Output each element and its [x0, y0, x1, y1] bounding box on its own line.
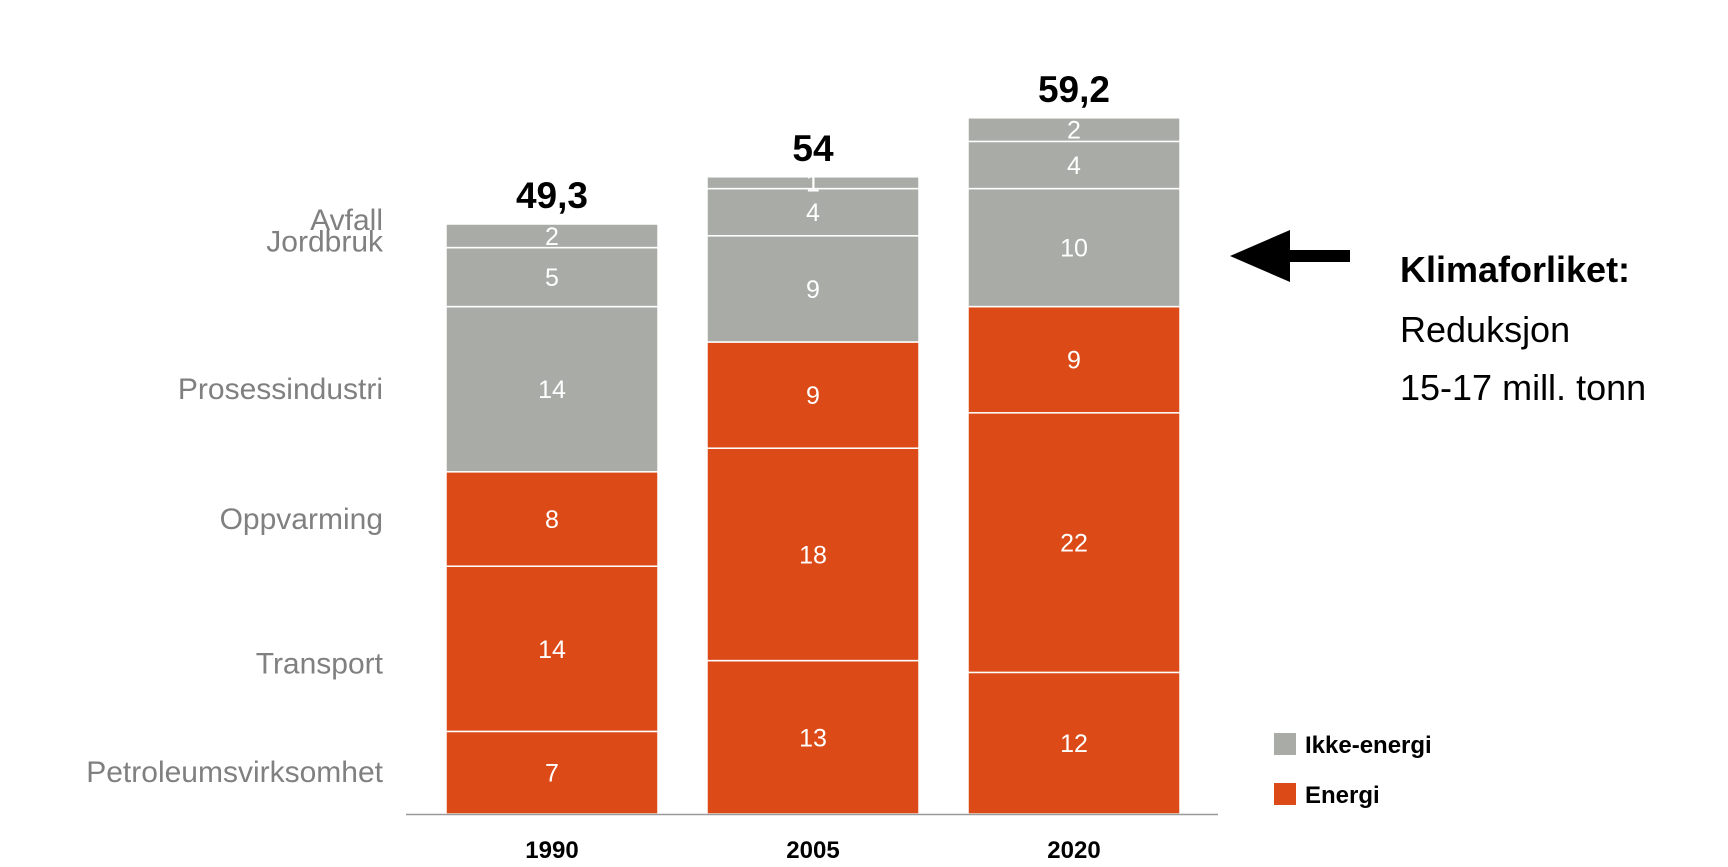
totals-group: 49,3 54 59,2 — [516, 69, 1110, 216]
segment-label-avfall-1990: 2 — [545, 223, 559, 251]
category-label-prosessindustri: Prosessindustri — [178, 373, 383, 406]
bar-segment-avfall-1990 — [445, 223, 659, 249]
segment-label-prosessindustri-2005: 9 — [806, 276, 820, 304]
segment-label-avfall-2005: 1 — [806, 170, 820, 198]
total-label-2005: 54 — [792, 128, 834, 169]
bar-segment-petroleumsvirksomhet-2020 — [967, 671, 1181, 815]
bar-segment-transport-2005 — [706, 447, 920, 662]
category-label-petroleumsvirksomhet: Petroleumsvirksomhet — [86, 756, 383, 789]
segment-label-petroleumsvirksomhet-2005: 13 — [799, 724, 827, 752]
segment-label-oppvarming-2005: 9 — [806, 382, 820, 410]
segment-label-oppvarming-2020: 9 — [1067, 347, 1081, 375]
bar-segment-oppvarming-2020 — [967, 305, 1181, 414]
segment-label-avfall-2020: 2 — [1067, 117, 1081, 145]
segment-label-transport-2020: 22 — [1060, 530, 1088, 558]
category-label-transport: Transport — [256, 647, 384, 680]
bar-segment-prosessindustri-2005 — [706, 235, 920, 343]
bar-segment-transport-1990 — [445, 565, 659, 733]
legend-swatch-energi — [1274, 783, 1296, 805]
segment-label-jordbruk-2020: 4 — [1067, 152, 1081, 180]
annotation-line-2: 15-17 mill. tonn — [1400, 367, 1646, 408]
bar-segment-prosessindustri-1990 — [445, 305, 659, 473]
category-label-avfall: Avfall — [310, 204, 383, 237]
legend-swatch-ikke-energi — [1274, 733, 1296, 755]
segment-label-transport-1990: 14 — [538, 636, 566, 664]
segment-label-jordbruk-2005: 4 — [806, 199, 820, 227]
segment-label-jordbruk-1990: 5 — [545, 264, 559, 292]
bar-segment-avfall-2005 — [706, 176, 920, 190]
total-label-2020: 59,2 — [1038, 69, 1110, 110]
bar-segment-avfall-2020 — [967, 117, 1181, 143]
bar-segment-petroleumsvirksomhet-1990 — [445, 730, 659, 815]
segment-label-prosessindustri-2020: 10 — [1060, 235, 1088, 263]
annotation-line-1: Reduksjon — [1400, 309, 1570, 350]
bar-segment-transport-2020 — [967, 412, 1181, 674]
x-tick-label-2005: 2005 — [786, 837, 839, 864]
bar-segment-jordbruk-2020 — [967, 140, 1181, 190]
x-tick-label-1990: 1990 — [525, 837, 578, 864]
category-labels-group: Petroleumsvirksomhet Transport Oppvarming P… — [86, 204, 384, 789]
segment-label-prosessindustri-1990: 14 — [538, 376, 566, 404]
annotation-group: Klimaforliket: Reduksjon 15-17 mill. ton… — [1230, 230, 1646, 408]
legend-label-energi: Energi — [1305, 782, 1380, 809]
left-arrow-icon — [1230, 230, 1350, 282]
category-label-oppvarming: Oppvarming — [220, 503, 383, 536]
total-label-1990: 49,3 — [516, 175, 588, 216]
category-label-jordbruk: Jordbruk — [266, 226, 384, 259]
legend-label-ikke-energi: Ikke-energi — [1305, 732, 1432, 759]
year-labels-group: 1990 2005 2020 — [525, 837, 1100, 864]
annotation-title: Klimaforliket: — [1400, 249, 1630, 290]
legend: Ikke-energi Energi — [1274, 732, 1432, 809]
bar-segment-oppvarming-2005 — [706, 341, 920, 449]
x-tick-label-2020: 2020 — [1047, 837, 1100, 864]
bar-segment-jordbruk-1990 — [445, 246, 659, 308]
segment-label-oppvarming-1990: 8 — [545, 506, 559, 534]
segment-label-petroleumsvirksomhet-2020: 12 — [1060, 730, 1088, 758]
segment-label-petroleumsvirksomhet-1990: 7 — [545, 760, 559, 788]
segment-label-transport-2005: 18 — [799, 541, 827, 569]
bar-segment-prosessindustri-2020 — [967, 187, 1181, 308]
